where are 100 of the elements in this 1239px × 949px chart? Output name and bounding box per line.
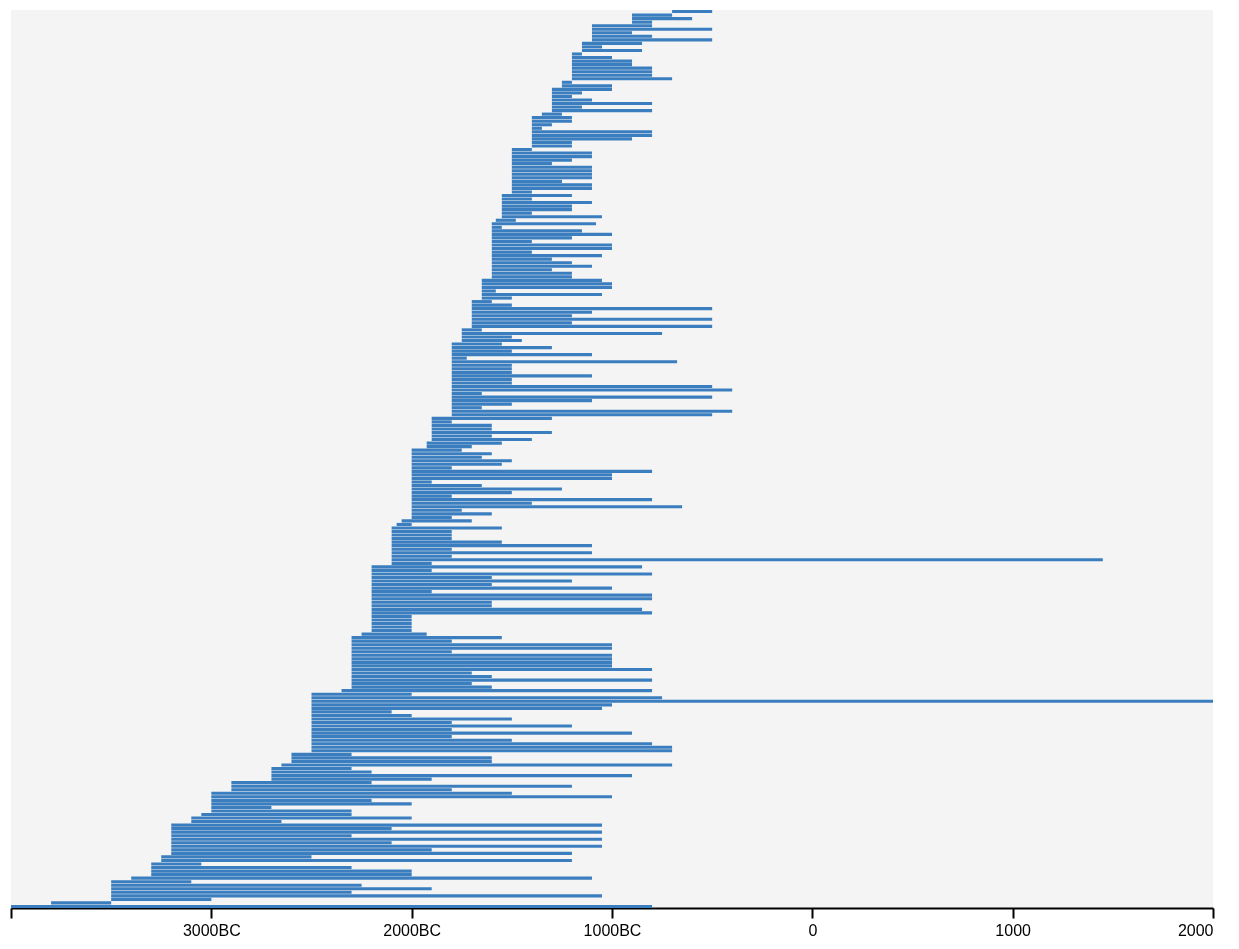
bar xyxy=(391,558,1103,562)
bar xyxy=(371,621,412,626)
bar xyxy=(491,264,592,268)
bar xyxy=(351,636,502,640)
bar xyxy=(371,579,572,583)
bar xyxy=(211,802,412,806)
bar xyxy=(451,346,552,350)
bar xyxy=(451,360,678,364)
x-tick-label: 3000BC xyxy=(182,921,241,939)
bar xyxy=(511,169,592,173)
bar xyxy=(191,816,412,820)
bar xyxy=(351,653,612,657)
bar xyxy=(491,246,612,251)
bar xyxy=(311,724,572,728)
bar xyxy=(451,388,733,392)
bar xyxy=(481,282,612,286)
x-tick-label: 0 xyxy=(808,921,818,939)
bar xyxy=(451,409,733,413)
bar xyxy=(491,222,596,226)
bar xyxy=(111,887,432,891)
bar xyxy=(501,201,592,205)
bar xyxy=(511,151,592,155)
bar xyxy=(391,533,452,537)
bar xyxy=(311,699,1213,703)
bar xyxy=(501,208,572,212)
bar xyxy=(531,119,572,123)
bar xyxy=(581,48,643,53)
bar xyxy=(411,476,612,481)
bar xyxy=(151,869,412,873)
bar xyxy=(501,193,572,198)
bar xyxy=(311,745,673,749)
bar xyxy=(511,183,592,187)
x-tick-label: 1000BC xyxy=(583,921,642,939)
bar xyxy=(351,660,612,664)
bar xyxy=(531,133,653,137)
bar xyxy=(371,625,412,629)
bar xyxy=(411,452,492,456)
bar xyxy=(351,678,653,682)
x-tick-label: 2000 xyxy=(1177,921,1214,939)
bar xyxy=(411,487,562,491)
bar xyxy=(351,646,612,650)
bar xyxy=(171,830,602,834)
bar xyxy=(171,823,602,827)
bar xyxy=(311,717,512,721)
bar xyxy=(291,756,492,760)
bar xyxy=(371,618,412,622)
bar xyxy=(371,586,612,590)
bar xyxy=(371,593,653,597)
bar xyxy=(371,565,643,569)
bar xyxy=(211,795,612,799)
bar xyxy=(531,130,653,134)
bar xyxy=(551,87,612,91)
bar xyxy=(531,144,572,148)
bar xyxy=(431,430,552,435)
x-tick-label: 2000BC xyxy=(383,921,442,939)
bar xyxy=(491,271,572,275)
bar xyxy=(411,459,512,463)
bar xyxy=(391,526,502,530)
bar xyxy=(371,611,653,615)
bar xyxy=(571,77,673,81)
bar xyxy=(461,331,663,335)
bar xyxy=(451,395,713,399)
bar xyxy=(411,512,492,516)
bar xyxy=(571,66,653,70)
bar xyxy=(471,317,713,321)
bar xyxy=(351,657,612,661)
bar xyxy=(311,731,633,735)
bar xyxy=(411,498,653,502)
bar xyxy=(511,155,592,159)
bar xyxy=(511,186,592,190)
x-tick-label: 1000 xyxy=(995,921,1032,939)
bar xyxy=(411,469,653,473)
bar xyxy=(111,894,602,898)
bar xyxy=(401,519,472,523)
bar xyxy=(511,176,592,180)
bar xyxy=(171,837,602,841)
bar xyxy=(431,437,532,442)
bar xyxy=(632,17,693,21)
bar xyxy=(271,774,633,778)
bar xyxy=(481,292,602,297)
bar xyxy=(511,172,592,176)
bar xyxy=(672,10,713,14)
bar xyxy=(231,784,572,788)
bar xyxy=(571,59,633,63)
bar xyxy=(451,353,592,357)
bar xyxy=(411,505,683,509)
bar xyxy=(531,116,572,120)
bar xyxy=(591,27,713,31)
bar xyxy=(351,643,612,647)
bar xyxy=(511,165,592,169)
bar xyxy=(351,667,653,672)
bar xyxy=(551,101,653,106)
bar xyxy=(391,551,592,555)
bar xyxy=(471,307,713,311)
bar xyxy=(391,544,592,548)
bar xyxy=(481,285,612,290)
bar xyxy=(171,844,602,848)
bar xyxy=(11,904,653,908)
bar xyxy=(491,243,612,247)
bar xyxy=(571,70,653,74)
